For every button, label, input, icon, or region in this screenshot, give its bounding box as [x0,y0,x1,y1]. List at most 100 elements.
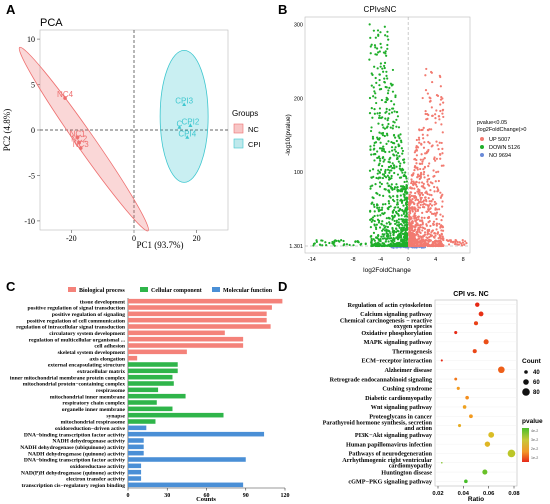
kegg-pathway-label: cGMP−PKG signaling pathway [348,479,433,486]
volcano-point-up [420,219,424,222]
volcano-point-up [434,180,437,183]
volcano-point-down [378,181,382,184]
go-x-tick-label: 30 [164,493,170,499]
volcano-point-up [421,193,425,196]
volcano-point-down [404,175,408,178]
volcano-legend-up-dot [480,137,484,141]
volcano-point-down [404,231,407,234]
go-bar [128,476,142,481]
volcano-point-down [391,238,395,241]
volcano-point-down [384,85,387,89]
volcano-point-up [424,74,427,77]
volcano-point-up [422,126,425,129]
volcano-point-down [393,148,396,151]
volcano-point-down [397,160,400,163]
volcano-point-down [381,173,385,176]
volcano-point-down [399,244,402,247]
volcano-point-down [376,67,379,70]
volcano-point-up [419,198,422,201]
volcano-point-up [422,146,426,149]
volcano-point-down [370,241,373,244]
go-bar [128,381,174,386]
volcano-y-tick-label: 300 [294,22,303,28]
kegg-size-legend-dot [524,370,528,374]
go-bar [128,374,173,380]
volcano-point-down [340,239,343,242]
volcano-point-down [403,223,407,227]
volcano-point-down [390,236,393,240]
volcano-point-down [405,191,409,194]
volcano-point-up [410,180,413,183]
volcano-point-up [408,197,411,200]
kegg-dot [454,331,458,335]
volcano-point-up [427,165,430,168]
volcano-point-down [390,240,393,243]
pca-x-label: PC1 (93.7%) [137,240,184,250]
volcano-point-up [421,162,424,165]
volcano-point-up [464,240,467,243]
volcano-point-up [422,173,425,176]
volcano-point-down [395,118,398,121]
volcano-point-down [400,198,403,201]
volcano-point-down [395,230,398,234]
kegg-pathway-label: MAPK signaling pathway [364,339,433,346]
volcano-point-down [386,207,389,210]
go-bar-label: electron transfer activity [66,477,125,483]
volcano-point-down [396,238,399,241]
volcano-point-up [435,171,438,174]
volcano-point-up [423,231,427,234]
go-legend-mol-label: Molecular function [223,288,273,294]
volcano-point-down [388,158,391,161]
volcano-point-up [428,142,431,145]
go-bar [128,336,244,342]
kegg-pathway-label: Diabetic cardiomyopathy [365,395,433,402]
pca-ellipse-cpi [159,49,209,183]
volcano-point-up [441,193,444,196]
go-bar [128,412,224,418]
volcano-point-up [417,244,421,248]
volcano-point-up [421,96,424,100]
volcano-point-down [400,214,403,217]
volcano-point-down [377,208,380,211]
volcano-point-down [396,243,399,246]
pca-legend-nc-label: NC [248,125,259,134]
volcano-point-down [388,221,391,224]
volcano-point-up [435,157,438,160]
volcano-point-down [387,202,391,205]
pca-point-cpi [177,125,182,129]
volcano-point-down [371,244,374,247]
volcano-point-up [441,205,444,208]
volcano-point-down [377,169,380,172]
volcano-point-up [439,103,442,106]
volcano-point-down [372,29,375,32]
volcano-point-down [379,237,382,241]
volcano-point-down [401,152,404,155]
volcano-legend-no: NO 9694 [480,153,511,159]
kegg-x-tick-label: 0.06 [483,491,495,497]
volcano-point-up [408,222,411,225]
volcano-point-up [414,219,418,222]
volcano-point-up [420,143,423,146]
go-bar [128,298,283,304]
volcano-point-up [412,180,415,183]
volcano-legend-title-line2: |log2FoldChange|>0 [477,127,527,133]
go-bar-label: tissue development [80,299,125,305]
volcano-point-up [437,179,440,183]
volcano-point-down [377,221,381,224]
volcano-point-down [387,160,390,163]
go-bar-label: NADH dehydrogenase activity [52,439,125,445]
volcano-point-down [342,244,345,247]
volcano-point-down [391,90,395,93]
volcano-point-up [415,154,418,157]
volcano-point-up [441,229,445,232]
volcano-point-down [380,132,383,135]
volcano-point-up [418,129,421,132]
volcano-legend-title-line1: pvalue<0.05 [477,120,507,126]
volcano-point-up [431,114,434,117]
pca-x-tick-label: 20 [193,234,201,243]
volcano-point-down [405,238,409,241]
volcano-point-up [441,112,444,115]
volcano-point-down [378,78,381,82]
volcano-point-down [395,139,398,143]
